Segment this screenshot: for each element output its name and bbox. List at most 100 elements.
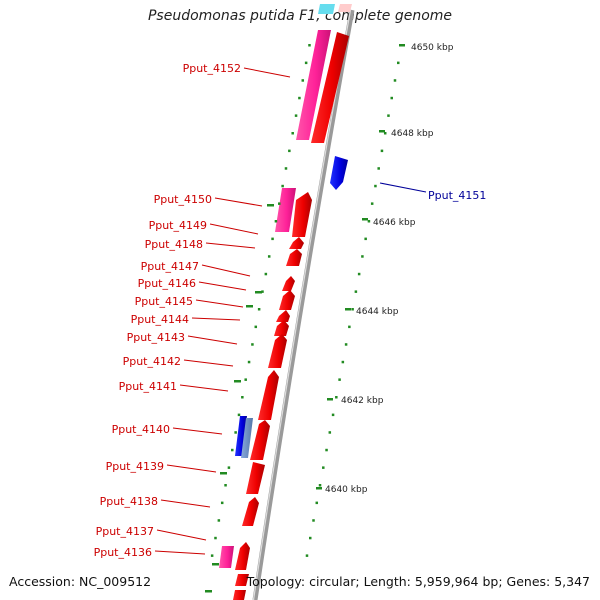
inner-tick xyxy=(217,519,221,522)
major-tick xyxy=(399,44,405,47)
gene-Pput_4135 xyxy=(235,574,249,586)
inner-tick xyxy=(308,44,311,47)
scale-label: 4650 kbp xyxy=(411,43,454,53)
outer-tick xyxy=(318,484,322,487)
inner-tick xyxy=(231,448,234,452)
inner-tick xyxy=(224,484,227,487)
outer-tick xyxy=(393,79,397,82)
gene-label-Pput_4136: Pput_4136 xyxy=(94,546,152,559)
inner-tick xyxy=(241,396,244,399)
gene-label-Pput_4150: Pput_4150 xyxy=(154,193,212,206)
label-leader-line xyxy=(243,67,291,78)
gene-Pput_4140 xyxy=(250,420,270,460)
outer-tick xyxy=(335,396,338,399)
inner-major-tick xyxy=(205,590,212,593)
topology-text: Topology: circular; Length: 5,959,964 bp… xyxy=(246,574,590,589)
outer-tick xyxy=(357,272,361,276)
scale-label: 4642 kbp xyxy=(341,396,384,406)
outer-tick xyxy=(364,237,367,241)
outer-tick xyxy=(331,413,335,417)
scale-label: 4640 kbp xyxy=(325,485,368,495)
gene-Pput_4136 xyxy=(235,542,250,570)
gene-label-Pput_4148: Pput_4148 xyxy=(145,238,203,251)
gene-label-Pput_4138: Pput_4138 xyxy=(100,495,158,508)
inner-tick xyxy=(267,255,271,258)
inner-tick xyxy=(304,61,308,65)
inner-major-tick xyxy=(212,563,219,566)
gene-Pput_4152 xyxy=(311,32,349,143)
inner-tick xyxy=(271,237,274,241)
gene-label-Pput_4141: Pput_4141 xyxy=(119,380,177,393)
inner-tick xyxy=(278,202,281,205)
inner-tick xyxy=(294,114,298,117)
inner-major-tick xyxy=(234,380,241,383)
inner-tick xyxy=(284,167,288,170)
gene-Pput_4139 xyxy=(246,462,265,494)
inner-tick xyxy=(247,360,251,364)
gene-Pput_4146 xyxy=(279,290,295,310)
inner-tick xyxy=(227,466,231,469)
outer-tick xyxy=(387,114,390,117)
gene-Pput_4142 xyxy=(268,334,287,368)
outer-tick xyxy=(380,149,384,153)
label-leader-line xyxy=(187,335,238,345)
genome-backbone xyxy=(252,9,355,600)
label-leader-line xyxy=(160,499,211,508)
label-leader-line xyxy=(179,384,229,392)
gene-Pput_4134 xyxy=(233,590,246,600)
gene-label-Pput_4137: Pput_4137 xyxy=(96,525,154,538)
accession-text: Accession: NC_009512 xyxy=(9,574,152,589)
gene-label-Pput_4142: Pput_4142 xyxy=(123,355,181,368)
label-leader-line xyxy=(154,550,206,555)
gene-Pput_4138 xyxy=(242,497,259,526)
inner-tick xyxy=(291,132,294,135)
outer-tick xyxy=(312,519,315,522)
label-leader-line xyxy=(214,197,263,207)
label-leader-line xyxy=(209,223,259,235)
inner-tick xyxy=(288,149,291,153)
inner-tick xyxy=(251,343,254,346)
gene-label-Pput_4149: Pput_4149 xyxy=(149,219,207,232)
outer-tick xyxy=(305,554,309,557)
outer-tick xyxy=(383,132,387,135)
inner-major-tick xyxy=(246,305,253,308)
label-leader-line xyxy=(198,281,247,291)
gene-Pput_4140-pseudo xyxy=(241,418,253,458)
scale-label: 4646 kbp xyxy=(373,218,416,228)
map-title: Pseudomonas putida F1, complete genome xyxy=(147,8,453,24)
gene-label-Pput_4151: Pput_4151 xyxy=(428,189,486,202)
inner-tick xyxy=(244,378,247,381)
inner-tick xyxy=(261,290,264,293)
major-tick xyxy=(316,487,322,490)
outer-tick xyxy=(351,308,354,311)
outer-tick xyxy=(397,61,400,65)
inner-tick xyxy=(264,272,268,276)
gene-label-Pput_4139: Pput_4139 xyxy=(106,460,164,473)
outer-tick xyxy=(370,202,374,205)
outer-tick xyxy=(367,220,371,223)
scale-ticks xyxy=(205,44,405,593)
gene-Pput_4149 xyxy=(289,237,304,249)
inner-tick xyxy=(214,536,217,540)
outer-tick xyxy=(315,501,319,505)
major-tick xyxy=(327,398,333,401)
outer-tick xyxy=(309,536,312,540)
inner-tick xyxy=(257,308,261,311)
inner-tick xyxy=(254,325,258,329)
outer-tick xyxy=(341,360,345,364)
outer-tick xyxy=(328,431,332,434)
gene-label-Pput_4147: Pput_4147 xyxy=(141,260,199,273)
inner-tick xyxy=(281,184,284,188)
gene-Pput_4147 xyxy=(282,276,295,291)
gene-Pput_4150 xyxy=(292,192,312,237)
gene-Pput_4143 xyxy=(274,320,289,336)
inner-tick xyxy=(301,79,305,82)
scale-label: 4648 kbp xyxy=(391,129,434,139)
gene-label-Pput_4152: Pput_4152 xyxy=(183,62,241,75)
label-leader-line xyxy=(191,317,241,321)
label-leader-line xyxy=(201,264,251,277)
gene-Pput_4140-reverse xyxy=(235,416,247,456)
label-leader-line xyxy=(379,182,427,193)
